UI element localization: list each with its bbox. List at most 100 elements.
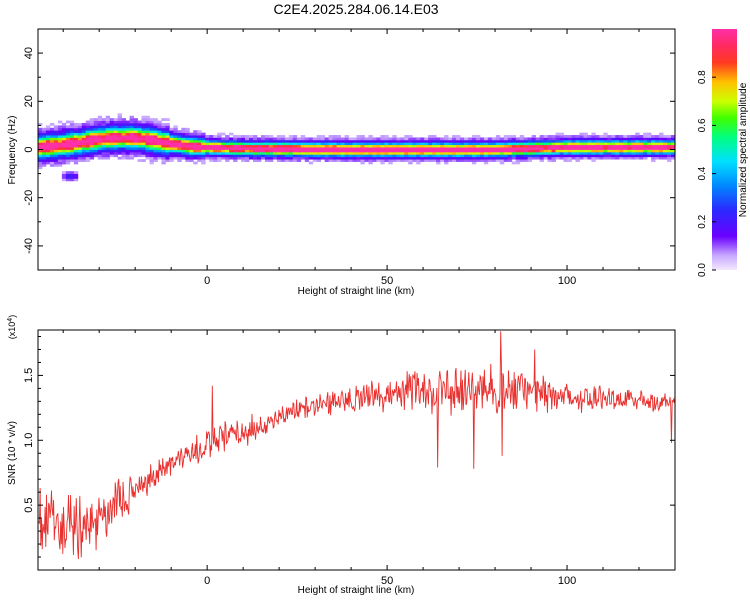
heatmap-cell [655,156,660,160]
heatmap-cell [631,137,636,141]
heatmap-cell [245,151,250,155]
spectrogram-frame [37,28,676,271]
heatmap-cell [161,144,166,148]
heatmap-cell [89,137,95,141]
heatmap-cell [73,156,79,160]
heatmap-cell [49,147,55,150]
heatmap-cell [137,151,142,155]
heatmap-cell [392,135,397,138]
heatmap-cell [181,144,186,148]
heatmap-cell [284,159,290,162]
heatmap-cell [328,137,334,141]
heatmap-cell [53,127,59,131]
heatmap-cell [45,127,51,131]
heatmap-cell [667,149,672,153]
heatmap-cell [256,154,262,158]
heatmap-cell [479,151,485,155]
heatmap-cell [121,147,126,150]
heatmap-cell [479,139,485,143]
heatmap-cell [312,154,318,158]
heatmap-cell [384,142,389,146]
heatmap-cell [444,135,449,138]
heatmap-cell [177,149,182,153]
heatmap-cell [161,132,166,136]
heatmap-cell [41,144,47,148]
heatmap-cell [77,151,83,155]
heatmap-cell [53,142,59,146]
heatmap-cell [591,147,596,150]
heatmap-cell [643,142,648,146]
heatmap-cell [460,149,465,153]
heatmap-cell [619,147,624,150]
heatmap-cell [587,156,592,160]
heatmap-cell [193,142,198,146]
heatmap-cell [284,139,290,143]
heatmap-cell [245,147,250,150]
heatmap-cell [380,154,385,158]
heatmap-cell [45,161,51,165]
heatmap-cell [260,149,266,153]
heatmap-cell [368,149,373,153]
heatmap-cell [280,156,286,160]
heatmap-cell [117,135,123,138]
heatmap-cell [65,154,71,158]
heatmap-cell [197,142,202,146]
heatmap-cell [173,156,178,160]
heatmap-cell [404,159,409,162]
heatmap-cell [121,142,126,146]
heatmap-cell [320,154,326,158]
heatmap-cell [567,151,572,155]
heatmap-cell [635,147,640,150]
heatmap-cell [328,144,334,148]
heatmap-cell [77,137,83,141]
heatmap-cell [559,144,564,148]
heatmap-cell [101,139,107,143]
heatmap-cell [81,122,87,126]
heatmap-cell [440,159,445,162]
heatmap-cell [380,161,385,165]
heatmap-cell [181,130,186,134]
heatmap-cell [663,154,668,158]
heatmap-cell [348,159,353,162]
heatmap-cell [475,142,481,146]
heatmap-cell [276,149,282,153]
heatmap-cell [117,149,123,153]
heatmap-cell [583,147,588,150]
heatmap-cell [133,154,138,158]
heatmap-cell [507,139,513,143]
heatmap-cell [344,137,349,141]
heatmap-cell [205,135,210,138]
heatmap-cell [85,139,91,143]
heatmap-cell [659,154,664,158]
heatmap-cell [507,137,513,141]
heatmap-cell [105,135,111,138]
heatmap-cell [595,135,600,138]
heatmap-cell [559,154,564,158]
heatmap-cell [300,147,306,150]
heatmap-cell [623,154,628,158]
heatmap-cell [57,125,63,129]
heatmap-cell [424,156,429,160]
heatmap-cell [97,135,103,138]
heatmap-cell [260,151,266,155]
colorbar-tick-label: 0.8 [697,70,708,84]
heatmap-cell [408,159,413,162]
heatmap-cell [173,147,178,150]
heatmap-cell [591,135,596,138]
heatmap-cell [416,147,421,150]
heatmap-cell [336,139,341,143]
heatmap-cell [161,154,166,158]
heatmap-cell [38,159,43,162]
heatmap-cell [105,127,111,131]
heatmap-cell [400,151,405,155]
heatmap-cell [93,135,99,138]
heatmap-cell [471,135,477,138]
heatmap-cell [543,156,548,160]
heatmap-cell [659,147,664,150]
heatmap-cell [229,142,234,146]
heatmap-cell [189,135,194,138]
heatmap-cell [229,154,234,158]
heatmap-cell [284,151,290,155]
heatmap-cell [547,135,552,138]
heatmap-cell [567,156,572,160]
